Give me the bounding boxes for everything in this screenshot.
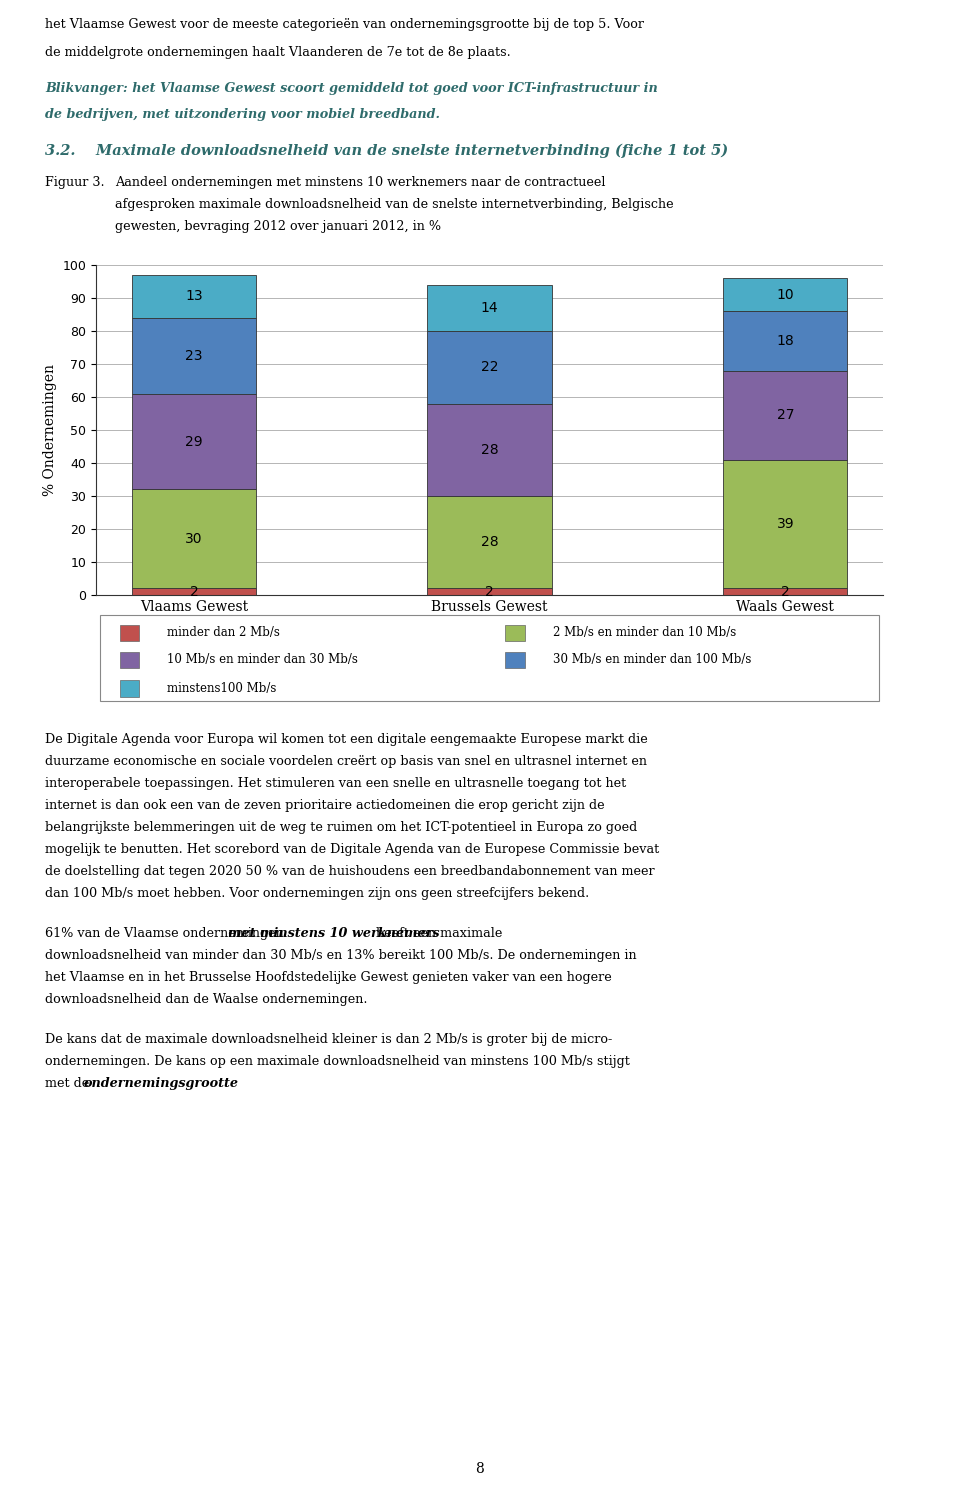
FancyBboxPatch shape [120,652,139,667]
Text: Blikvanger: het Vlaamse Gewest scoort gemiddeld tot goed voor ICT-infrastructuur: Blikvanger: het Vlaamse Gewest scoort ge… [45,82,658,96]
Text: De kans dat de maximale downloadsnelheid kleiner is dan 2 Mb/s is groter bij de : De kans dat de maximale downloadsnelheid… [45,1034,612,1046]
Text: duurzame economische en sociale voordelen creërt op basis van snel en ultrasnel : duurzame economische en sociale voordele… [45,755,647,767]
Text: het Vlaamse en in het Brusselse Hoofdstedelijke Gewest genieten vaker van een ho: het Vlaamse en in het Brusselse Hoofdste… [45,971,612,984]
FancyBboxPatch shape [120,625,139,640]
Text: 18: 18 [777,334,794,349]
Bar [723,311,848,371]
Text: gewesten, bevraging 2012 over januari 2012, in %: gewesten, bevraging 2012 over januari 20… [115,220,442,233]
Text: Aandeel ondernemingen met minstens 10 werknemers naar de contractueel: Aandeel ondernemingen met minstens 10 we… [115,177,606,188]
FancyBboxPatch shape [505,625,525,640]
FancyBboxPatch shape [100,615,879,702]
Text: downloadsnelheid van minder dan 30 Mb/s en 13% bereikt 100 Mb/s. De onderneminge: downloadsnelheid van minder dan 30 Mb/s … [45,948,636,962]
Text: .: . [189,1077,193,1091]
Text: met minstens 10 werknemers: met minstens 10 werknemers [228,928,440,939]
Text: 2: 2 [780,585,790,598]
Text: met de: met de [45,1077,93,1091]
Text: de middelgrote ondernemingen haalt Vlaanderen de 7e tot de 8e plaats.: de middelgrote ondernemingen haalt Vlaan… [45,46,511,58]
Bar [132,588,256,595]
Text: De Digitale Agenda voor Europa wil komen tot een digitale eengemaakte Europese m: De Digitale Agenda voor Europa wil komen… [45,733,648,747]
Text: 27: 27 [777,408,794,422]
Text: 13: 13 [185,289,203,304]
Text: 10 Mb/s en minder dan 30 Mb/s: 10 Mb/s en minder dan 30 Mb/s [167,654,358,666]
Bar [132,317,256,393]
Text: 28: 28 [481,536,498,549]
Text: afgesproken maximale downloadsnelheid van de snelste internetverbinding, Belgisc: afgesproken maximale downloadsnelheid va… [115,197,674,211]
FancyBboxPatch shape [120,681,139,697]
Bar [132,489,256,588]
Text: het Vlaamse Gewest voor de meeste categorieën van ondernemingsgrootte bij de top: het Vlaamse Gewest voor de meeste catego… [45,18,644,31]
Text: 61% van de Vlaamse ondernemingen: 61% van de Vlaamse ondernemingen [45,928,288,939]
Text: de doelstelling dat tegen 2020 50 % van de huishoudens een breedbandabonnement v: de doelstelling dat tegen 2020 50 % van … [45,865,655,878]
Text: minstens100 Mb/s: minstens100 Mb/s [167,682,276,696]
Text: 29: 29 [185,434,203,449]
Text: mogelijk te benutten. Het scorebord van de Digitale Agenda van de Europese Commi: mogelijk te benutten. Het scorebord van … [45,844,660,856]
Text: 3.2.    Maximale downloadsnelheid van de snelste internetverbinding (fiche 1 tot: 3.2. Maximale downloadsnelheid van de sn… [45,144,728,159]
Text: Figuur 3.: Figuur 3. [45,177,105,188]
Text: dan 100 Mb/s moet hebben. Voor ondernemingen zijn ons geen streefcijfers bekend.: dan 100 Mb/s moet hebben. Voor ondernemi… [45,887,589,901]
Text: 2: 2 [189,585,199,598]
Text: 30: 30 [185,533,203,546]
Text: 22: 22 [481,361,498,374]
Text: ondernemingen. De kans op een maximale downloadsnelheid van minstens 100 Mb/s st: ondernemingen. De kans op een maximale d… [45,1055,630,1068]
Text: 39: 39 [777,518,794,531]
Text: interoperabele toepassingen. Het stimuleren van een snelle en ultrasnelle toegan: interoperabele toepassingen. Het stimule… [45,776,626,790]
FancyBboxPatch shape [505,652,525,667]
Text: de bedrijven, met uitzondering voor mobiel breedband.: de bedrijven, met uitzondering voor mobi… [45,108,440,121]
Text: 10: 10 [777,287,794,302]
Bar [723,588,848,595]
Text: 23: 23 [185,349,203,362]
Text: downloadsnelheid dan de Waalse ondernemingen.: downloadsnelheid dan de Waalse ondernemi… [45,993,368,1005]
Bar [427,404,552,497]
Text: internet is dan ook een van de zeven prioritaire actiedomeinen die erop gericht : internet is dan ook een van de zeven pri… [45,799,605,812]
Text: 2 Mb/s en minder dan 10 Mb/s: 2 Mb/s en minder dan 10 Mb/s [553,627,735,639]
Bar [427,497,552,588]
Bar [723,278,848,311]
Text: heeft een maximale: heeft een maximale [372,928,503,939]
Text: 2: 2 [485,585,494,598]
Bar [427,588,552,595]
Bar [427,331,552,404]
Text: 28: 28 [481,443,498,456]
Text: 14: 14 [481,301,498,314]
Y-axis label: % Ondernemingen: % Ondernemingen [43,364,57,497]
Text: minder dan 2 Mb/s: minder dan 2 Mb/s [167,627,279,639]
Bar [427,284,552,331]
Bar [132,275,256,317]
Text: belangrijkste belemmeringen uit de weg te ruimen om het ICT-potentieel in Europa: belangrijkste belemmeringen uit de weg t… [45,821,637,833]
Bar [723,371,848,459]
Text: 8: 8 [475,1462,485,1477]
Bar [723,459,848,588]
Bar [132,393,256,489]
Text: 30 Mb/s en minder dan 100 Mb/s: 30 Mb/s en minder dan 100 Mb/s [553,654,751,666]
Text: ondernemingsgrootte: ondernemingsgrootte [84,1077,239,1091]
